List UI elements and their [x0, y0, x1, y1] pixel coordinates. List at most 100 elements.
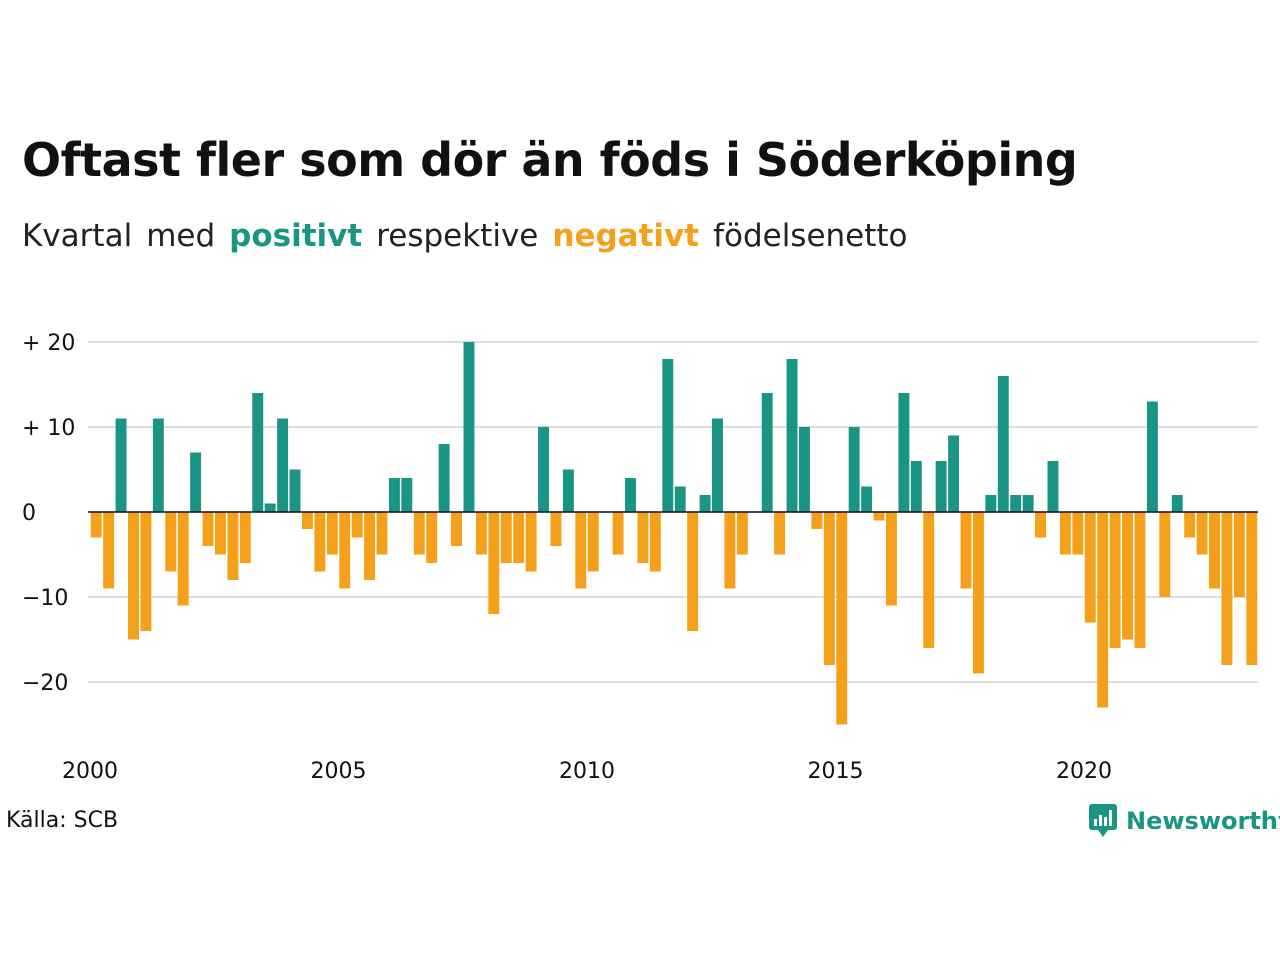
brand-logo: Newsworthy: [1088, 803, 1280, 839]
bar: [1010, 495, 1022, 512]
bar: [724, 512, 736, 589]
bar: [215, 512, 226, 555]
bar: [674, 486, 686, 512]
x-tick-label: 2015: [808, 759, 864, 784]
newsworthy-logo-icon: [1089, 804, 1117, 837]
bar: [550, 512, 562, 546]
bar: [1109, 512, 1121, 648]
bar: [712, 418, 723, 512]
bar: [587, 512, 599, 572]
bar: [314, 512, 326, 572]
bar: [662, 359, 674, 512]
subtitle-part-respektive: respektive: [376, 218, 539, 254]
bar: [562, 469, 574, 512]
bar: [799, 427, 810, 512]
bar: [364, 512, 376, 580]
bar: [1246, 512, 1258, 665]
bar: [451, 512, 463, 546]
bar: [289, 469, 301, 512]
bar: [500, 512, 512, 563]
bar: [960, 512, 972, 589]
bar: [836, 512, 848, 725]
bar: [761, 393, 773, 512]
bar: [1059, 512, 1071, 555]
x-tick-label: 2000: [62, 759, 118, 784]
bar: [1171, 495, 1183, 512]
bar: [140, 512, 152, 631]
bar: [413, 512, 425, 555]
bar: [923, 512, 935, 648]
bar: [152, 418, 164, 512]
x-tick-label: 2020: [1056, 759, 1112, 784]
bar: [1022, 495, 1034, 512]
bar: [811, 512, 823, 529]
bar: [575, 512, 587, 589]
bar: [848, 427, 860, 512]
bar: [774, 512, 786, 555]
bar: [1233, 512, 1245, 597]
bar: [935, 461, 947, 512]
bar: [1097, 512, 1109, 708]
bar: [625, 478, 636, 512]
bar: [264, 503, 276, 512]
subtitle-part-med: med: [146, 218, 216, 254]
y-tick-label: + 20: [22, 331, 75, 356]
bar: [823, 512, 835, 665]
bar: [861, 486, 873, 512]
bar: [649, 512, 661, 572]
bar: [612, 512, 624, 555]
bar: [438, 444, 450, 512]
bar: [885, 512, 897, 606]
y-tick-label: + 10: [22, 416, 75, 441]
bar: [165, 512, 177, 572]
bar: [1035, 512, 1047, 538]
y-tick-label: −10: [22, 586, 68, 611]
bar: [637, 512, 649, 563]
bar: [177, 512, 189, 606]
bar: [997, 376, 1009, 512]
subtitle-positive: positivt: [229, 218, 363, 254]
bar: [115, 418, 127, 512]
bar: [513, 512, 525, 563]
chart-subtitle: Kvartal med positivt respektive negativt föde…: [22, 216, 922, 256]
bar: [202, 512, 214, 546]
bar: [128, 512, 139, 640]
y-tick-label: −20: [22, 671, 68, 696]
bar: [426, 512, 438, 563]
bar: [90, 512, 102, 538]
bar: [488, 512, 500, 614]
bar: [463, 342, 475, 512]
bar: [1047, 461, 1059, 512]
bar: [699, 495, 711, 512]
bar: [401, 478, 413, 512]
bar: [972, 512, 984, 674]
subtitle-part-fodelsenetto: födelsenetto: [713, 218, 908, 254]
bar: [1159, 512, 1171, 597]
bar: [252, 393, 264, 512]
subtitle-negative: negativt: [552, 218, 700, 254]
bar: [1072, 512, 1084, 555]
bar: [525, 512, 537, 572]
bar: [190, 452, 202, 512]
subtitle-part-kvartal: Kvartal: [22, 218, 133, 254]
bar: [1184, 512, 1196, 538]
y-tick-label: 0: [22, 501, 36, 526]
bar: [1209, 512, 1220, 589]
bar: [1146, 401, 1158, 512]
source-note: Källa: SCB: [6, 808, 119, 833]
bar: [910, 461, 922, 512]
brand-name: Newsworthy: [1126, 807, 1280, 835]
bar: [1196, 512, 1208, 555]
bar: [538, 427, 549, 512]
bar: [786, 359, 798, 512]
bar: [985, 495, 997, 512]
bar: [898, 393, 910, 512]
bar: [388, 478, 400, 512]
chart-title: Oftast fler som dör än föds i Söderköpin…: [22, 133, 1078, 187]
x-tick-label: 2005: [311, 759, 367, 784]
bar-chart: + 20 + 10 0 −10 −20 2000 2005 2010 2015 2020: [22, 331, 1258, 784]
bar: [103, 512, 115, 589]
bar: [376, 512, 388, 555]
bar: [873, 512, 885, 521]
bar: [1084, 512, 1096, 623]
